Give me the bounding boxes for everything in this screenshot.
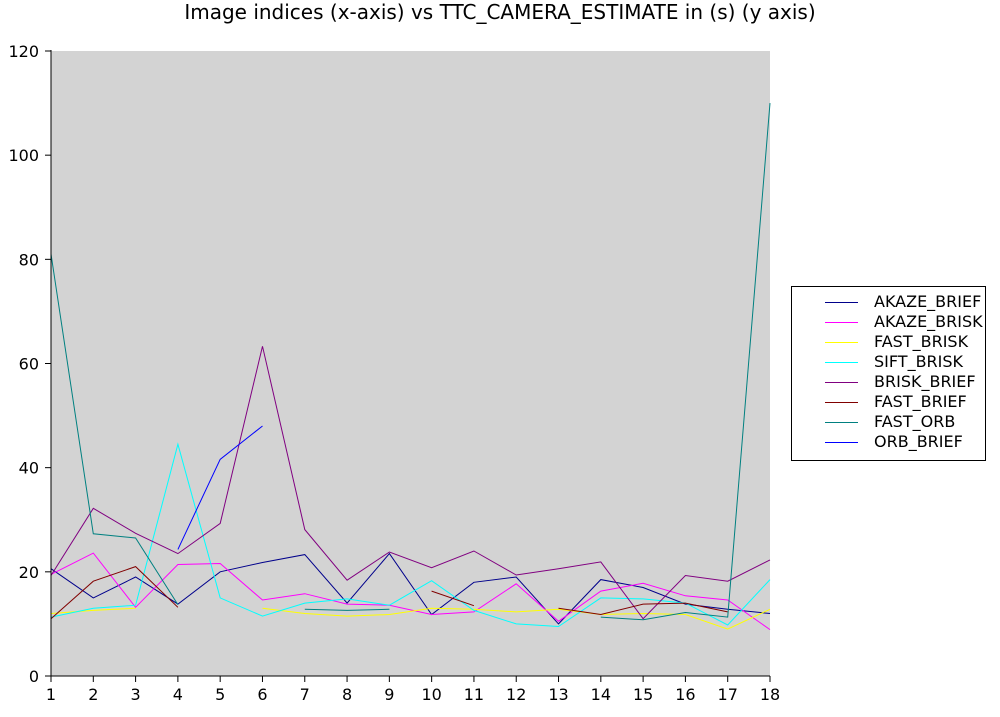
y-tick-label: 0: [29, 667, 39, 686]
series-brisk-brief: [50, 346, 771, 620]
x-tick-label: 2: [88, 685, 98, 704]
series-line-segment: [50, 552, 771, 625]
x-tick-label: 4: [173, 685, 183, 704]
legend-item: AKAZE_BRISK: [792, 312, 985, 332]
legend-item: FAST_ORB: [792, 412, 985, 432]
series-orb-brief: [177, 425, 263, 550]
x-tick-label: 16: [675, 685, 695, 704]
legend-label: SIFT_BRISK: [874, 352, 964, 371]
x-tick-label: 7: [300, 685, 310, 704]
series-fast-orb: [50, 103, 771, 621]
y-tick-label: 60: [19, 355, 39, 374]
series-line-segment: [262, 607, 771, 630]
y-tick-label: 20: [19, 563, 39, 582]
series-line-segment: [558, 602, 728, 616]
legend-swatch: [825, 322, 858, 323]
legend-label: FAST_BRISK: [874, 332, 969, 351]
y-tick-label: 120: [8, 42, 39, 61]
series-akaze-brief: [50, 552, 771, 625]
x-tick-label: 18: [760, 685, 780, 704]
y-tick-label: 100: [8, 146, 39, 165]
legend-label: AKAZE_BRIEF: [874, 292, 982, 311]
y-tick-label: 40: [19, 459, 39, 478]
legend-swatch: [825, 342, 858, 343]
x-tick-label: 10: [421, 685, 441, 704]
legend-item: FAST_BRISK: [792, 332, 985, 352]
series-line-segment: [50, 552, 771, 631]
series-line-segment: [50, 346, 771, 620]
x-tick-label: 14: [591, 685, 611, 704]
series-line-segment: [304, 608, 390, 611]
series-line-segment: [431, 590, 475, 607]
legend-label: FAST_BRIEF: [874, 392, 967, 411]
legend: AKAZE_BRIEF AKAZE_BRISK FAST_BRISK SIFT_BRI…: [791, 286, 986, 461]
x-tick-label: 5: [215, 685, 225, 704]
series-line-segment: [50, 607, 136, 614]
x-tick-label: 3: [130, 685, 140, 704]
series-fast-brisk: [50, 607, 771, 630]
series-line-segment: [600, 103, 771, 621]
legend-swatch: [825, 362, 858, 363]
series-sift-brisk: [50, 442, 771, 628]
series-line-segment: [50, 442, 771, 628]
series-layer: [50, 103, 771, 631]
x-tick-label: 12: [506, 685, 526, 704]
x-tick-label: 6: [257, 685, 267, 704]
legend-swatch: [825, 302, 858, 303]
x-tick-label: 1: [46, 685, 56, 704]
x-tick-label: 11: [464, 685, 484, 704]
x-tick-label: 9: [384, 685, 394, 704]
x-tick-label: 8: [342, 685, 352, 704]
x-tick-label: 15: [633, 685, 653, 704]
legend-swatch: [825, 422, 858, 423]
x-tick-label: 17: [718, 685, 738, 704]
x-tick-label: 13: [548, 685, 568, 704]
series-fast-brief: [50, 566, 728, 620]
legend-swatch: [825, 382, 858, 383]
chart-title: Image indices (x-axis) vs TTC_CAMERA_EST…: [184, 0, 816, 24]
legend-item: AKAZE_BRIEF: [792, 292, 985, 312]
legend-item: BRISK_BRIEF: [792, 372, 985, 392]
plot-area: [51, 51, 770, 676]
legend-label: BRISK_BRIEF: [874, 372, 976, 391]
legend-item: FAST_BRIEF: [792, 392, 985, 412]
series-akaze-brisk: [50, 552, 771, 631]
legend-swatch: [825, 402, 858, 403]
series-line-segment: [50, 566, 179, 620]
legend-item: ORB_BRIEF: [792, 432, 985, 452]
series-line-segment: [177, 425, 263, 550]
legend-label: ORB_BRIEF: [874, 432, 963, 451]
series-line-segment: [50, 254, 179, 605]
legend-item: SIFT_BRISK: [792, 352, 985, 372]
legend-swatch: [825, 442, 858, 443]
legend-label: AKAZE_BRISK: [874, 312, 983, 331]
y-tick-label: 80: [19, 250, 39, 269]
legend-label: FAST_ORB: [874, 412, 956, 431]
